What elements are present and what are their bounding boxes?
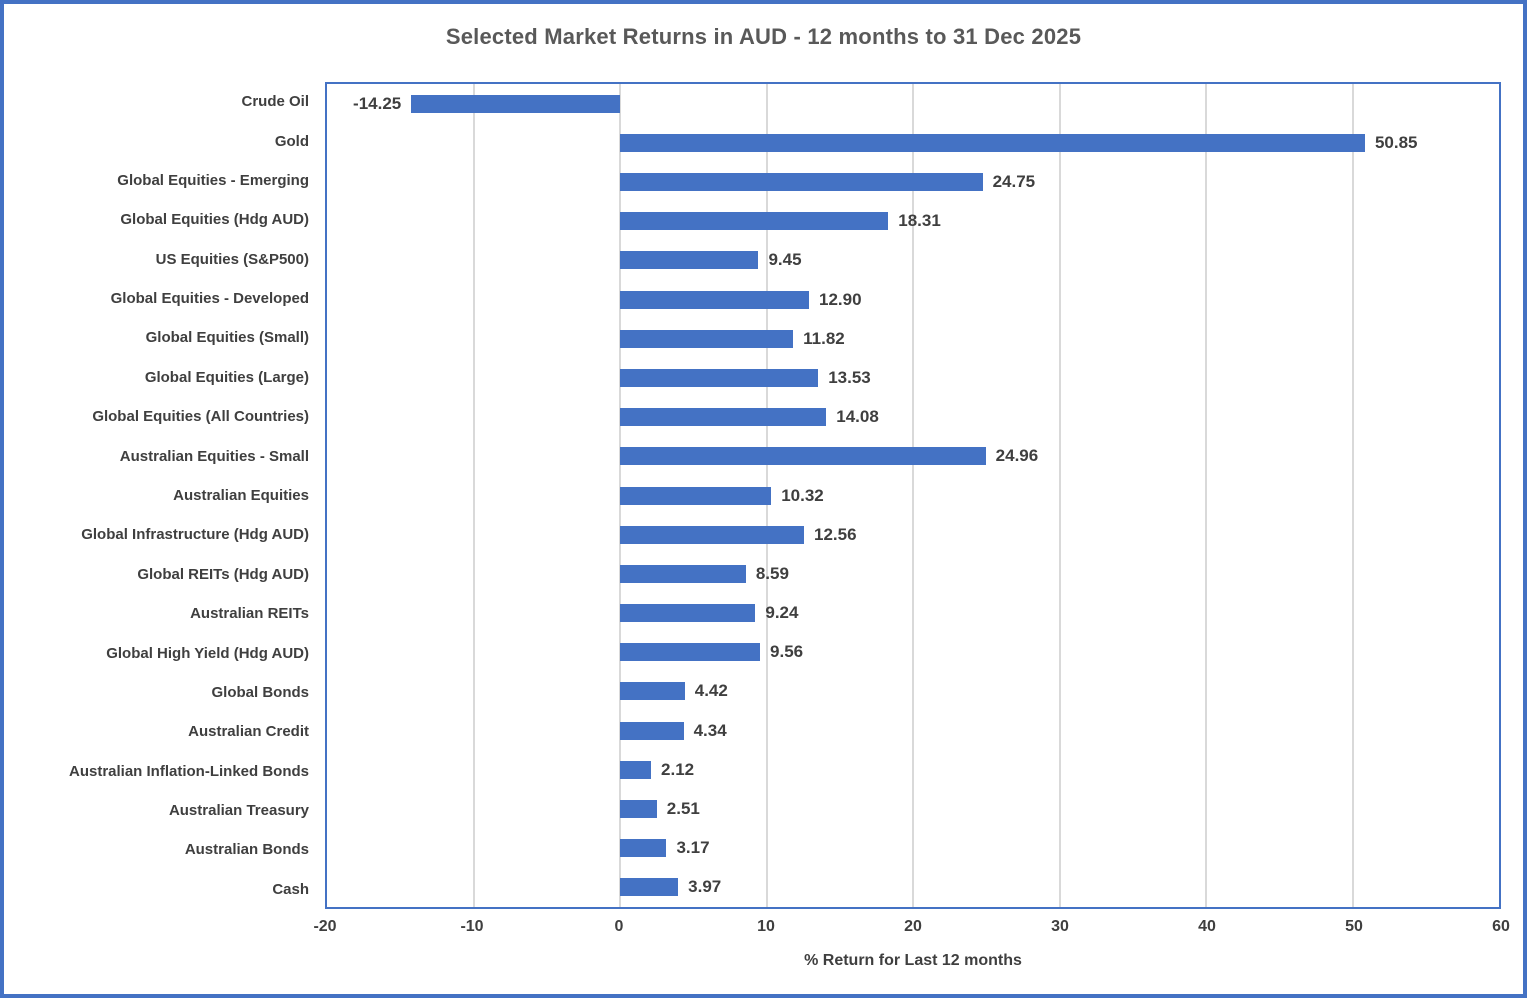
category-label: Australian Bonds xyxy=(184,841,309,859)
value-label: 3.17 xyxy=(676,838,710,858)
value-label: 18.31 xyxy=(898,211,941,231)
bar-global-infrastructure-hdg-aud xyxy=(620,525,804,544)
value-label: 13.53 xyxy=(828,367,871,387)
value-label: 4.42 xyxy=(694,681,728,701)
chart-title: Selected Market Returns in AUD - 12 mont… xyxy=(445,24,1082,49)
value-label: 12.90 xyxy=(818,289,862,309)
category-label: Cash xyxy=(272,880,309,898)
bar-global-reits-hdg-aud xyxy=(620,564,746,583)
category-label: Global Equities (Hdg AUD) xyxy=(120,211,309,229)
category-label: Australian Equities xyxy=(173,486,309,504)
bar-global-equities-hdg-aud xyxy=(620,212,889,231)
bar-global-equities-all-countries xyxy=(620,408,827,427)
value-label: 24.96 xyxy=(995,446,1039,466)
bar-cash xyxy=(620,878,679,897)
bar-australian-inflation-linked-bonds xyxy=(620,760,652,779)
x-tick-label-30: 30 xyxy=(1051,918,1069,935)
value-label: 4.34 xyxy=(693,720,727,740)
gridline-40 xyxy=(1205,84,1207,907)
bar-us-equities-s-p500 xyxy=(620,251,759,270)
value-label: 10.32 xyxy=(781,485,824,505)
bar-australian-reits xyxy=(620,604,756,623)
x-axis-title: % Return for Last 12 months xyxy=(804,952,1022,969)
value-label: 2.51 xyxy=(666,799,700,819)
x-tick-label-20: 20 xyxy=(904,918,922,935)
value-label: 14.08 xyxy=(836,407,879,427)
bar-global-equities-developed xyxy=(620,290,809,309)
value-label: 24.75 xyxy=(992,171,1036,191)
x-tick-label--20: -20 xyxy=(313,918,337,935)
category-label: Australian Treasury xyxy=(168,802,309,820)
category-label: Australian Inflation-Linked Bonds xyxy=(68,762,309,780)
x-axis-ticks: -20 -10 0 10 20 30 40 50 60 xyxy=(313,918,1509,942)
category-label: Global Equities (Large) xyxy=(144,368,309,386)
x-tick-label-40: 40 xyxy=(1198,918,1216,935)
category-label: Global REITs (Hdg AUD) xyxy=(137,565,309,583)
category-label: Crude Oil xyxy=(241,93,309,111)
bar-australian-equities xyxy=(620,486,772,505)
category-label: Global Infrastructure (Hdg AUD) xyxy=(81,526,309,544)
category-label: Global Equities - Developed xyxy=(110,290,309,308)
value-label: 9.56 xyxy=(770,642,804,662)
bar-global-equities-small xyxy=(620,329,794,348)
x-tick-label-10: 10 xyxy=(757,918,775,935)
value-label: 50.85 xyxy=(1374,132,1418,152)
category-label: Gold xyxy=(274,132,309,150)
x-tick-label-0: 0 xyxy=(614,918,624,935)
category-label: Australian Equities - Small xyxy=(119,447,309,465)
gridline-30 xyxy=(1058,84,1061,907)
value-label: 3.97 xyxy=(688,877,722,897)
bar-global-high-yield-hdg-aud xyxy=(620,643,761,662)
bar-global-equities-large xyxy=(620,368,819,387)
value-label: 9.45 xyxy=(768,250,802,270)
gridline-50 xyxy=(1351,84,1354,907)
category-label: Global Bonds xyxy=(211,683,310,701)
value-label: 11.82 xyxy=(803,328,845,348)
bar-global-equities-emerging xyxy=(620,172,983,191)
gridline-20 xyxy=(912,84,914,907)
category-label: US Equities (S&P500) xyxy=(155,250,309,268)
category-label: Global Equities (Small) xyxy=(145,329,309,347)
bar-crude-oil xyxy=(411,94,620,113)
value-label: -14.25 xyxy=(353,93,402,113)
gridline--10 xyxy=(472,84,475,907)
x-tick-label-50: 50 xyxy=(1345,918,1363,935)
category-label: Australian REITs xyxy=(190,605,309,623)
bar-australian-treasury xyxy=(620,800,657,819)
category-label: Global Equities - Emerging xyxy=(117,171,309,189)
category-label: Global Equities (All Countries) xyxy=(92,408,309,426)
x-tick-label-60: 60 xyxy=(1492,918,1510,935)
bar-australian-equities-small xyxy=(620,447,986,466)
category-label: Australian Credit xyxy=(188,723,309,741)
value-label: 8.59 xyxy=(755,563,789,583)
value-label: 2.12 xyxy=(661,759,695,779)
plot-area: -14.25 50.85 24.75 18.31 9.45 12.90 11.82 13.53… xyxy=(325,82,1501,909)
bar-australian-credit xyxy=(620,721,684,740)
bar-gold xyxy=(620,133,1365,152)
category-axis-labels: Crude Oil Gold Global Equities - Emerging G… xyxy=(4,82,309,909)
bar-global-bonds xyxy=(620,682,685,701)
bar-australian-bonds xyxy=(620,839,667,858)
x-tick-label--10: -10 xyxy=(460,918,484,935)
category-label: Global High Yield (Hdg AUD) xyxy=(106,644,309,662)
value-label: 9.24 xyxy=(765,603,799,623)
value-label: 12.56 xyxy=(814,524,857,544)
